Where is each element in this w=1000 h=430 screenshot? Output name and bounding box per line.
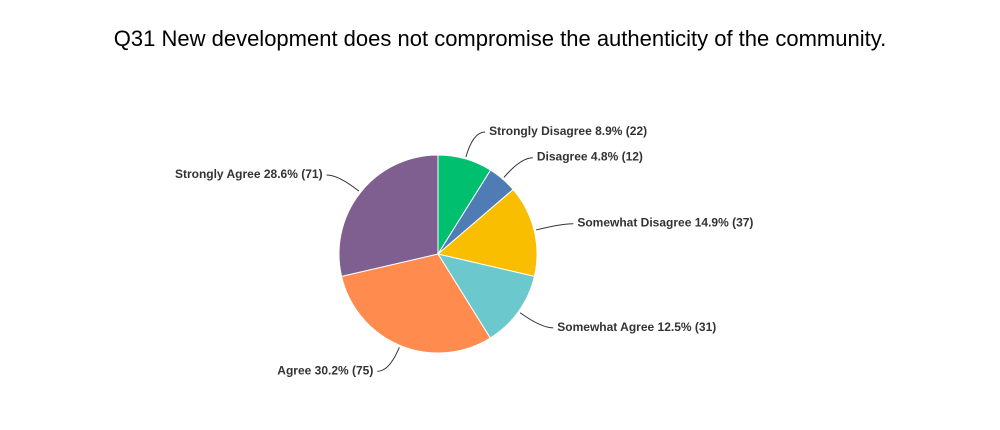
slice-label: Strongly Disagree 8.9% (22) xyxy=(489,124,647,138)
slice-name: Strongly Disagree xyxy=(489,124,592,138)
slice-name: Disagree xyxy=(537,150,588,164)
leader-line xyxy=(377,347,400,372)
slice-value: 14.9% (37) xyxy=(695,216,754,230)
pie-slice xyxy=(340,253,491,354)
leader-line xyxy=(519,312,554,329)
chart-title: Q31 New development does not compromise … xyxy=(114,26,886,51)
slice-label: Strongly Agree 28.6% (71) xyxy=(175,167,323,181)
pie-slice xyxy=(436,188,538,277)
slice-value: 8.9% (22) xyxy=(595,124,647,138)
slice-value: 12.5% (31) xyxy=(658,320,717,334)
slice-value: 4.8% (12) xyxy=(591,150,643,164)
slice-name: Somewhat Agree xyxy=(557,320,654,334)
leader-line xyxy=(503,157,533,178)
slice-name: Somewhat Disagree xyxy=(577,216,691,230)
slice-label: Agree 30.2% (75) xyxy=(277,363,373,377)
slice-name: Strongly Agree xyxy=(175,167,261,181)
slice-label: Somewhat Disagree 14.9% (37) xyxy=(577,216,753,230)
leader-line xyxy=(465,131,486,158)
slice-value: 30.2% (75) xyxy=(315,363,374,377)
slice-label: Disagree 4.8% (12) xyxy=(537,150,643,164)
slice-name: Agree xyxy=(277,363,311,377)
slice-value: 28.6% (71) xyxy=(264,167,323,181)
slice-label: Somewhat Agree 12.5% (31) xyxy=(557,320,716,334)
leader-line xyxy=(326,174,360,192)
leader-line xyxy=(535,223,574,231)
pie-slice xyxy=(436,253,536,339)
pie-slice xyxy=(338,154,439,277)
